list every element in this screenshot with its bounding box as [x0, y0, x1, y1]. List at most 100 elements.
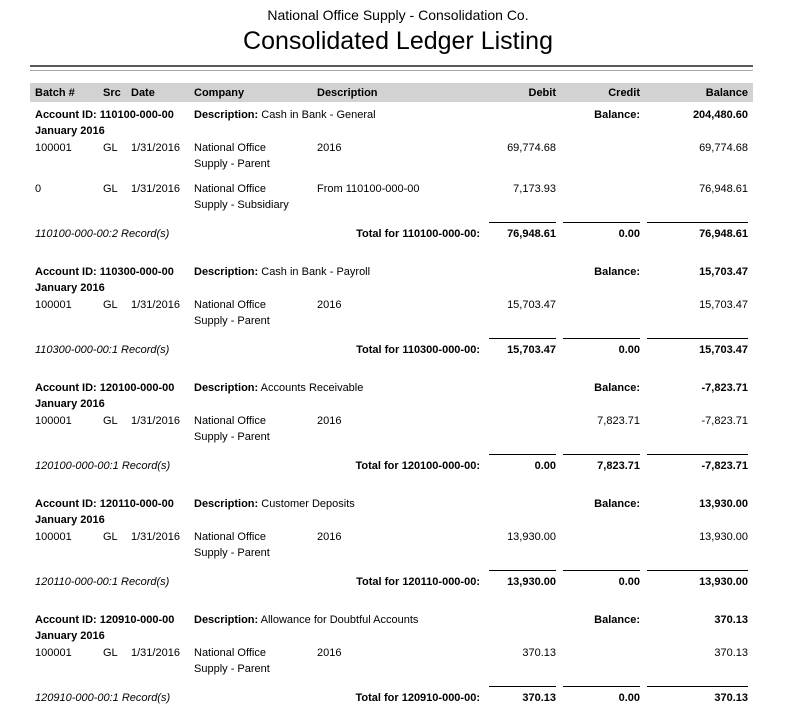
- column-header-src: Src: [103, 86, 121, 99]
- account-id-label: Account ID:: [35, 266, 97, 278]
- account-section: Account ID: 120110-000-00 Description: C…: [30, 496, 753, 590]
- month-label: January 2016: [35, 514, 105, 526]
- account-description-pair: Description: Cash in Bank - Payroll: [194, 264, 482, 280]
- balance-label: Balance:: [594, 498, 640, 510]
- row-balance: 15,703.47: [699, 299, 748, 311]
- row-company: National Office Supply - Parent: [194, 299, 270, 327]
- section-rows: 100001 GL 1/31/2016 National Office Supp…: [30, 297, 753, 329]
- account-id-pair: Account ID: 120110-000-00: [35, 496, 194, 512]
- row-batch: 100001: [35, 415, 72, 427]
- section-rows: 100001 GL 1/31/2016 National Office Supp…: [30, 140, 753, 213]
- row-balance: 370.13: [714, 647, 748, 659]
- account-section: Account ID: 110300-000-00 Description: C…: [30, 264, 753, 358]
- account-section: Account ID: 120100-000-00 Description: A…: [30, 380, 753, 474]
- account-section: Account ID: 110100-000-00 Description: C…: [30, 107, 753, 242]
- month-label: January 2016: [35, 630, 105, 642]
- account-description-value: Customer Deposits: [261, 498, 355, 510]
- account-id-label: Account ID:: [35, 382, 97, 394]
- account-header-row: Account ID: 120100-000-00 Description: A…: [30, 380, 753, 396]
- row-src: GL: [103, 299, 118, 311]
- total-label: Total for 110100-000-00:: [356, 228, 480, 240]
- row-src: GL: [103, 647, 118, 659]
- account-description-label: Description:: [194, 109, 259, 121]
- account-id-pair: Account ID: 110300-000-00: [35, 264, 194, 280]
- account-id-label: Account ID:: [35, 498, 97, 510]
- row-batch: 0: [35, 183, 42, 195]
- account-id-label: Account ID:: [35, 109, 97, 121]
- row-balance: 69,774.68: [699, 142, 748, 154]
- ledger-row: 0 GL 1/31/2016 National Office Supply - …: [30, 181, 753, 213]
- balance-label: Balance:: [594, 614, 640, 626]
- month-label: January 2016: [35, 125, 105, 137]
- total-balance: 13,930.00: [647, 570, 748, 590]
- row-description: From 110100-000-00: [317, 183, 420, 195]
- records-count: 110300-000-00:1 Record(s): [35, 344, 170, 356]
- title-divider: [30, 65, 753, 71]
- total-label: Total for 120110-000-00:: [356, 576, 480, 588]
- account-description-value: Accounts Receivable: [260, 382, 364, 394]
- total-credit: 0.00: [563, 338, 640, 358]
- total-debit: 0.00: [489, 454, 556, 474]
- row-debit: 69,774.68: [507, 142, 556, 154]
- row-debit: 370.13: [522, 647, 556, 659]
- account-header-row: Account ID: 120110-000-00 Description: C…: [30, 496, 753, 512]
- column-header-date: Date: [131, 86, 155, 99]
- company-title: National Office Supply - Consolidation C…: [267, 7, 529, 23]
- ledger-table: Batch # Src Date Company Description Deb…: [30, 83, 753, 706]
- section-rows: 100001 GL 1/31/2016 National Office Supp…: [30, 645, 753, 677]
- row-batch: 100001: [35, 142, 72, 154]
- total-row: 120910-000-00:1 Record(s) Total for 1209…: [30, 686, 753, 706]
- row-company: National Office Supply - Subsidiary: [194, 183, 289, 211]
- row-src: GL: [103, 183, 118, 195]
- row-batch: 100001: [35, 647, 72, 659]
- account-description-pair: Description: Allowance for Doubtful Acco…: [194, 612, 482, 628]
- row-company: National Office Supply - Parent: [194, 142, 270, 170]
- row-date: 1/31/2016: [131, 647, 180, 659]
- total-row: 120110-000-00:1 Record(s) Total for 1201…: [30, 570, 753, 590]
- column-header-balance: Balance: [705, 86, 748, 99]
- row-debit: 13,930.00: [507, 531, 556, 543]
- total-credit: 0.00: [563, 570, 640, 590]
- account-id-value: 120100-000-00: [99, 382, 175, 394]
- report-header: National Office Supply - Consolidation C…: [0, 0, 796, 56]
- row-company: National Office Supply - Parent: [194, 647, 270, 675]
- section-rows: 100001 GL 1/31/2016 National Office Supp…: [30, 413, 753, 445]
- account-description-pair: Description: Cash in Bank - General: [194, 107, 482, 123]
- row-balance: 13,930.00: [699, 531, 748, 543]
- account-description-pair: Description: Customer Deposits: [194, 496, 482, 512]
- records-count: 120110-000-00:1 Record(s): [35, 576, 170, 588]
- row-description: 2016: [317, 647, 342, 659]
- records-count: 110100-000-00:2 Record(s): [35, 228, 170, 240]
- ledger-row: 100001 GL 1/31/2016 National Office Supp…: [30, 413, 753, 445]
- account-section: Account ID: 120910-000-00 Description: A…: [30, 612, 753, 706]
- account-balance-value: 15,703.47: [699, 266, 748, 278]
- balance-label: Balance:: [594, 382, 640, 394]
- row-date: 1/31/2016: [131, 183, 180, 195]
- account-id-value: 120910-000-00: [99, 614, 175, 626]
- section-rows: 100001 GL 1/31/2016 National Office Supp…: [30, 529, 753, 561]
- total-row: 110100-000-00:2 Record(s) Total for 1101…: [30, 222, 753, 242]
- column-header-batch: Batch #: [35, 86, 75, 99]
- account-header-row: Account ID: 120910-000-00 Description: A…: [30, 612, 753, 628]
- account-description-value: Cash in Bank - Payroll: [261, 266, 371, 278]
- month-label: January 2016: [35, 398, 105, 410]
- account-id-pair: Account ID: 120910-000-00: [35, 612, 194, 628]
- balance-label: Balance:: [594, 266, 640, 278]
- account-description-pair: Description: Accounts Receivable: [194, 380, 482, 396]
- account-id-value: 120110-000-00: [99, 498, 174, 510]
- account-id-value: 110100-000-00: [99, 109, 174, 121]
- row-src: GL: [103, 415, 118, 427]
- account-balance-value: 204,480.60: [692, 109, 748, 121]
- total-row: 110300-000-00:1 Record(s) Total for 1103…: [30, 338, 753, 358]
- month-label: January 2016: [35, 282, 105, 294]
- records-count: 120910-000-00:1 Record(s): [35, 692, 171, 704]
- row-batch: 100001: [35, 299, 72, 311]
- ledger-row: 100001 GL 1/31/2016 National Office Supp…: [30, 140, 753, 172]
- total-credit: 0.00: [563, 222, 640, 242]
- column-header-description: Description: [317, 86, 378, 99]
- total-balance: 15,703.47: [647, 338, 748, 358]
- row-date: 1/31/2016: [131, 142, 180, 154]
- total-balance: 76,948.61: [647, 222, 748, 242]
- column-header-row: Batch # Src Date Company Description Deb…: [30, 83, 753, 102]
